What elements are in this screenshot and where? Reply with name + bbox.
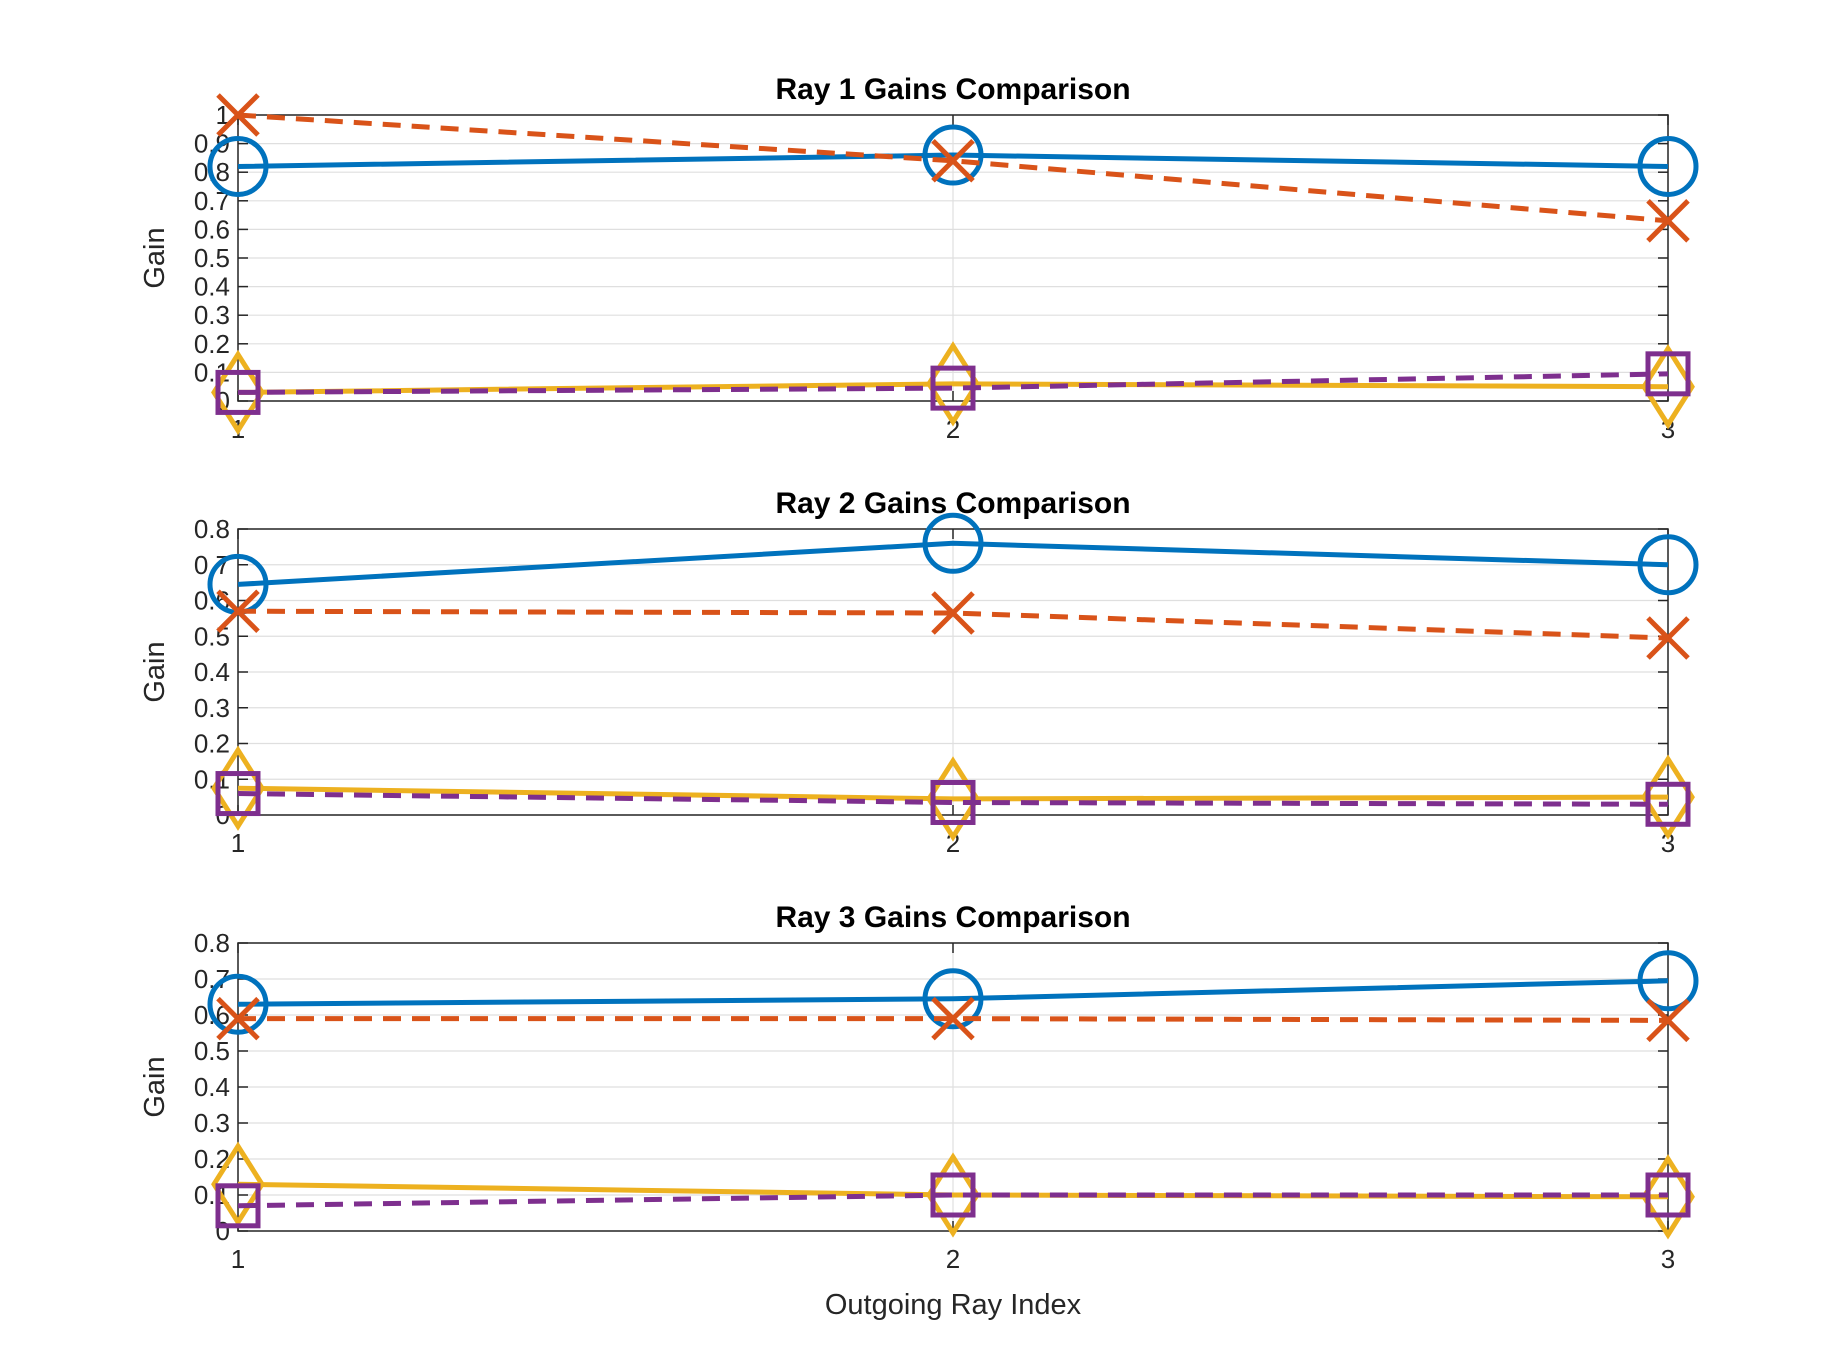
x-marker bbox=[216, 93, 260, 137]
y-tick-label: 0.2 bbox=[194, 729, 230, 759]
x-tick-label: 1 bbox=[231, 828, 245, 858]
y-tick-label: 0.4 bbox=[194, 272, 230, 302]
series-line bbox=[237, 978, 1669, 1007]
square-marker bbox=[215, 1183, 261, 1229]
diamond-marker bbox=[926, 1152, 980, 1238]
series-line bbox=[237, 785, 1669, 802]
y-tick-label: 0.4 bbox=[194, 657, 230, 687]
y-tick-label: 0.2 bbox=[194, 329, 230, 359]
y-tick-label: 0.4 bbox=[194, 1072, 230, 1102]
x-marker bbox=[216, 589, 260, 633]
y-tick-label: 0.8 bbox=[194, 928, 230, 958]
x-marker bbox=[1646, 616, 1690, 660]
y-axis-label: Gain bbox=[139, 1056, 171, 1117]
y-tick-label: 0.5 bbox=[194, 243, 230, 273]
x-tick-label: 1 bbox=[231, 1244, 245, 1274]
series-line bbox=[237, 1192, 1668, 1209]
y-tick-label: 0.5 bbox=[194, 1036, 230, 1066]
circle-marker bbox=[922, 968, 984, 1030]
series-2 bbox=[216, 589, 1690, 660]
circle-marker bbox=[1637, 534, 1699, 596]
chart-title: Ray 3 Gains Comparison bbox=[775, 901, 1130, 934]
y-tick-label: 0.8 bbox=[194, 514, 230, 544]
square-marker bbox=[215, 369, 261, 415]
x-tick-label: 3 bbox=[1661, 828, 1675, 858]
circle-marker bbox=[1637, 135, 1699, 197]
series-4 bbox=[215, 771, 1691, 827]
square-marker bbox=[1645, 781, 1691, 827]
diamond-marker bbox=[1641, 344, 1695, 430]
series-2 bbox=[216, 996, 1690, 1043]
x-tick-label: 2 bbox=[946, 1244, 960, 1274]
circle-marker bbox=[207, 135, 269, 197]
x-marker bbox=[931, 996, 975, 1041]
x-tick-label: 2 bbox=[946, 414, 960, 444]
x-marker bbox=[216, 996, 260, 1041]
series-1 bbox=[207, 950, 1699, 1035]
series-2 bbox=[216, 93, 1690, 243]
diamond-marker bbox=[926, 756, 980, 842]
series-line bbox=[237, 112, 1669, 224]
series-line bbox=[237, 152, 1669, 169]
diamond-marker bbox=[211, 1141, 265, 1227]
chart-title: Ray 1 Gains Comparison bbox=[775, 73, 1130, 106]
square-marker bbox=[1645, 1172, 1691, 1218]
series-line bbox=[237, 791, 1669, 807]
circle-marker bbox=[207, 973, 269, 1035]
series-4 bbox=[215, 351, 1691, 415]
x-tick-label: 3 bbox=[1661, 1244, 1675, 1274]
x-marker bbox=[931, 138, 975, 183]
diamond-marker bbox=[1641, 1154, 1695, 1240]
y-tick-label: 0.6 bbox=[194, 214, 230, 244]
y-axis-label: Gain bbox=[139, 641, 171, 702]
square-marker bbox=[930, 365, 976, 411]
y-tick-label: 0.3 bbox=[194, 1108, 230, 1138]
series-4 bbox=[215, 1172, 1691, 1229]
series-line bbox=[237, 371, 1669, 395]
diamond-marker bbox=[211, 349, 265, 436]
x-marker bbox=[1646, 199, 1690, 243]
x-marker bbox=[1646, 998, 1690, 1043]
square-marker bbox=[930, 1172, 976, 1218]
series-line bbox=[237, 608, 1669, 641]
series-line bbox=[238, 1016, 1669, 1023]
circle-marker bbox=[922, 512, 984, 574]
circle-marker bbox=[922, 124, 984, 186]
circle-marker bbox=[1637, 950, 1699, 1012]
square-marker bbox=[215, 771, 261, 817]
x-marker bbox=[931, 591, 975, 635]
series-line bbox=[237, 540, 1669, 587]
square-marker bbox=[1645, 351, 1691, 397]
diamond-marker bbox=[926, 341, 980, 427]
y-tick-label: 1 bbox=[216, 100, 230, 130]
square-marker bbox=[930, 779, 976, 825]
y-tick-label: 0.3 bbox=[194, 300, 230, 330]
y-axis-label: Gain bbox=[139, 227, 171, 288]
y-tick-label: 0.3 bbox=[194, 693, 230, 723]
series-1 bbox=[207, 124, 1699, 197]
x-axis-label: Outgoing Ray Index bbox=[825, 1289, 1082, 1321]
